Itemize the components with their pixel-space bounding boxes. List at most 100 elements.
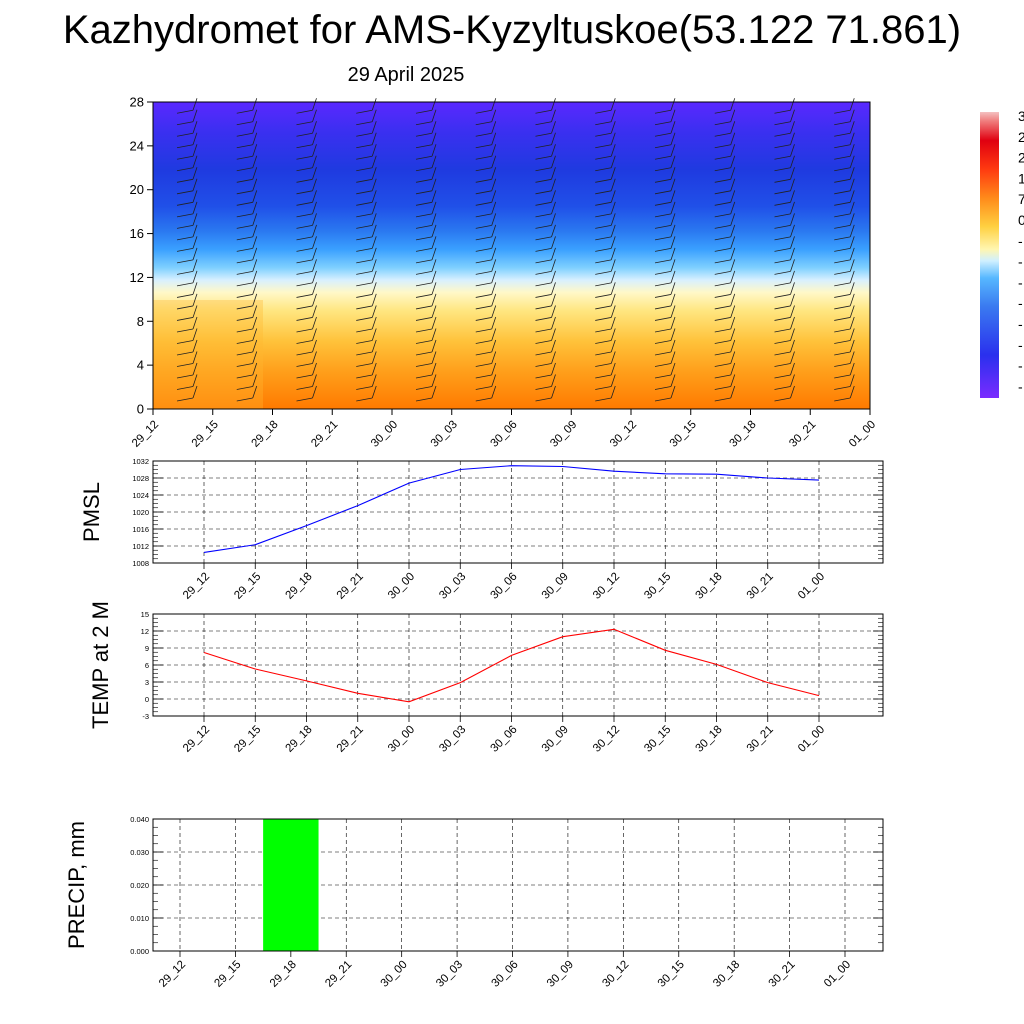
wind-barb-flag bbox=[475, 397, 492, 402]
wind-barb-staff bbox=[491, 270, 497, 284]
wind-barb-staff bbox=[670, 98, 676, 111]
wind-barb-flag bbox=[595, 132, 612, 137]
wind-barb-staff bbox=[252, 259, 258, 272]
x-tick-label: 30_18 bbox=[694, 571, 725, 602]
warm-layer-shape bbox=[153, 300, 263, 409]
colorbar-label: 2 bbox=[1018, 150, 1024, 166]
wind-barb-flag bbox=[236, 317, 253, 321]
wind-barb-staff bbox=[670, 374, 676, 387]
wind-barb-flag bbox=[356, 236, 373, 241]
wind-barb-flag bbox=[415, 328, 433, 333]
wind-barb-staff bbox=[790, 362, 795, 376]
wind-barb-flag bbox=[774, 271, 791, 275]
wind-barb-flag bbox=[535, 374, 552, 379]
wind-barb-staff bbox=[730, 282, 736, 295]
wind-barb-staff bbox=[670, 270, 676, 284]
wind-barb-flag bbox=[296, 340, 313, 344]
wind-barb-flag bbox=[654, 271, 672, 275]
y-tick-label: 1024 bbox=[132, 491, 149, 500]
wind-barb-flag bbox=[296, 374, 313, 379]
wind-barb-flag bbox=[595, 178, 612, 183]
wind-barb-flag bbox=[714, 167, 731, 172]
wind-barb-flag bbox=[654, 109, 672, 114]
wind-barb-flag bbox=[415, 224, 433, 229]
x-tick-label: 29_21 bbox=[309, 419, 340, 450]
wind-barb-flag bbox=[834, 121, 851, 126]
colorbar-label: - bbox=[1018, 274, 1023, 290]
wind-barb-flag bbox=[595, 374, 612, 379]
wind-barb-staff bbox=[551, 155, 556, 168]
wind-barb-flag bbox=[475, 374, 492, 379]
colorbar-label: - bbox=[1018, 337, 1023, 353]
wind-barb-staff bbox=[252, 201, 258, 214]
cross-section-heatmap bbox=[153, 102, 870, 409]
wind-barb-staff bbox=[192, 328, 198, 341]
wind-barb-staff bbox=[192, 98, 198, 111]
wind-barb-flag bbox=[296, 328, 313, 333]
wind-barb-flag bbox=[176, 201, 194, 206]
wind-barb-flag bbox=[356, 132, 373, 137]
wind-barb-flag bbox=[535, 259, 552, 264]
wind-barb-staff bbox=[730, 293, 736, 307]
wind-barb-staff bbox=[610, 293, 616, 307]
wind-barb-staff bbox=[730, 236, 736, 249]
wind-barb-staff bbox=[551, 259, 556, 272]
wind-barb-staff bbox=[431, 282, 437, 295]
wind-barb-staff bbox=[252, 224, 258, 237]
wind-barb-staff bbox=[610, 132, 616, 145]
y-tick-label: 8 bbox=[137, 314, 144, 329]
wind-barb-flag bbox=[834, 317, 851, 321]
wind-barb-flag bbox=[236, 201, 253, 206]
wind-barb-staff bbox=[371, 362, 377, 376]
x-tick-label: 30_18 bbox=[694, 724, 725, 755]
wind-barb-staff bbox=[491, 144, 497, 157]
wind-barb-staff bbox=[491, 167, 497, 180]
panel-frame bbox=[152, 613, 884, 717]
wind-barb-flag bbox=[415, 282, 433, 287]
wind-barb-flag bbox=[296, 144, 313, 149]
wind-barb-flag bbox=[475, 282, 492, 287]
wind-barb-flag bbox=[535, 363, 552, 367]
wind-barb-flag bbox=[296, 386, 313, 390]
wind-barb-staff bbox=[192, 270, 198, 284]
wind-barb-flag bbox=[834, 374, 851, 379]
wind-barb-flag bbox=[834, 282, 851, 287]
wind-barb-flag bbox=[774, 328, 791, 333]
wind-barb-flag bbox=[714, 236, 731, 241]
wind-barb-flag bbox=[415, 247, 433, 252]
wind-barb-staff bbox=[849, 213, 855, 226]
wind-barb-flag bbox=[535, 144, 552, 149]
x-tick-label: 29_18 bbox=[250, 419, 281, 450]
wind-barb-flag bbox=[296, 109, 313, 114]
wind-barb-flag bbox=[834, 109, 851, 114]
colorbar-label: 1 bbox=[1018, 170, 1024, 186]
wind-barb-staff bbox=[610, 109, 616, 122]
wind-barb-staff bbox=[610, 259, 616, 272]
wind-barb-staff bbox=[312, 167, 317, 180]
wind-barb-flag bbox=[834, 190, 851, 195]
wind-barb-flag bbox=[296, 305, 313, 310]
x-tick-label: 30_03 bbox=[434, 959, 465, 990]
wind-barb-flag bbox=[595, 397, 612, 402]
x-tick-label: 30_09 bbox=[540, 571, 571, 602]
wind-barb-staff bbox=[192, 213, 198, 226]
wind-barb-staff bbox=[312, 121, 317, 134]
y-tick-label: 4 bbox=[137, 358, 144, 373]
wind-barb-staff bbox=[192, 109, 198, 122]
wind-barb-staff bbox=[670, 293, 676, 307]
wind-barb-flag bbox=[415, 109, 433, 114]
wind-barb-flag bbox=[176, 190, 194, 195]
wind-barb-staff bbox=[849, 167, 855, 180]
wind-barb-flag bbox=[236, 132, 253, 137]
wind-barb-flag bbox=[834, 305, 851, 310]
wind-barb-staff bbox=[849, 132, 855, 145]
wind-barb-staff bbox=[312, 224, 317, 237]
wind-barb-flag bbox=[535, 271, 552, 275]
wind-barb-flag bbox=[356, 363, 373, 367]
colorbar-label: - bbox=[1018, 316, 1023, 332]
y-tick-label: 3 bbox=[145, 678, 149, 687]
y-tick-label: 0 bbox=[145, 695, 149, 704]
wind-barb-staff bbox=[670, 328, 676, 341]
wind-barb-staff bbox=[551, 213, 556, 226]
wind-barb-flag bbox=[356, 386, 373, 390]
